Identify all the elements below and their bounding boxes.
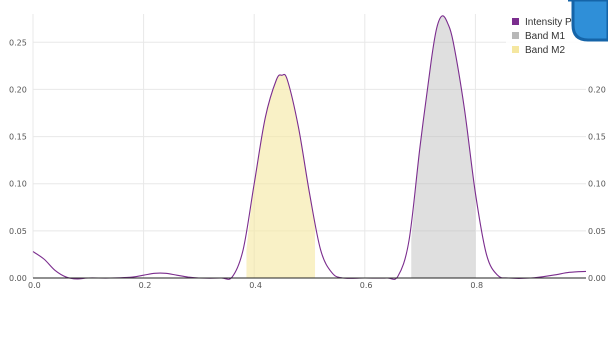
legend-label-1: Band M1 [525,31,565,42]
y-tick-label-5: 0.25 [9,38,27,47]
corner-badge-shape[interactable] [568,0,608,42]
legend-label-0: Intensity P [525,17,572,28]
y-tick-label-2: 0.10 [9,180,27,189]
x-tick-label-0: 0.0 [28,281,41,290]
y-tick-label-3: 0.15 [9,133,27,142]
y-tick-label-1: 0.05 [9,227,27,236]
tick-labels: 0.00 0.05 0.10 0.15 0.20 0.25 0.00 0.05 0.10 0.15… [9,38,606,290]
y-right-tick-label-1: 0.05 [588,227,606,236]
bottom-panel [0,304,608,354]
y-tick-label-0: 0.00 [9,274,27,283]
legend-swatch-2 [512,46,519,53]
x-tick-label-4: 0.8 [470,281,483,290]
x-tick-label-1: 0.2 [139,281,152,290]
y-tick-label-4: 0.20 [9,85,27,94]
legend-label-2: Band M2 [525,45,565,56]
band-area-band-m1 [411,15,476,279]
legend-swatch-0 [512,18,519,25]
y-right-tick-label-3: 0.15 [588,133,606,142]
y-right-tick-label-4: 0.20 [588,85,606,94]
y-right-tick-label-0: 0.00 [588,274,606,283]
series-lines [32,15,587,280]
intensity-line [32,15,587,280]
y-right-tick-label-2: 0.10 [588,180,606,189]
x-tick-label-2: 0.4 [249,281,262,290]
intensity-chart: 0.00 0.05 0.10 0.15 0.20 0.25 0.00 0.05 0.10 0.15… [9,0,608,290]
blue-corner-badge[interactable] [568,0,608,42]
legend-swatch-1 [512,32,519,39]
x-tick-label-3: 0.6 [360,281,373,290]
